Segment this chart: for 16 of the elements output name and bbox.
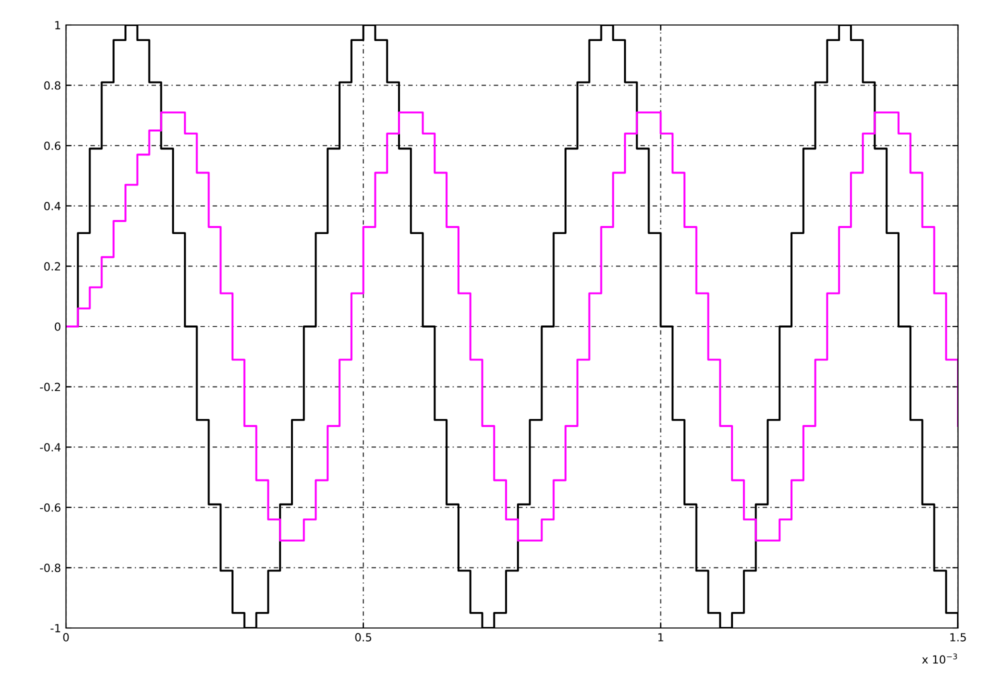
x-tick-label: 1: [658, 633, 664, 642]
text: x 10$^{−3}$: [922, 653, 957, 664]
x-tick-label: 0: [63, 633, 69, 642]
y-tick-label: 0.6: [44, 142, 60, 150]
y-tick-label: 0: [54, 322, 60, 331]
y-tick-label: -1: [50, 624, 60, 632]
y-tick-label: 0.2: [44, 262, 60, 271]
y-tick-label: -0.6: [40, 503, 60, 512]
y-tick-label: 0.4: [44, 202, 61, 210]
y-tick-label: 0.8: [44, 81, 60, 90]
y-tick-label: 1: [55, 21, 60, 30]
y-tick-label: -0.2: [40, 382, 60, 392]
y-tick-label: -0.8: [40, 564, 60, 572]
x-tick-label: 0.5: [355, 633, 372, 642]
x-tick-label: 1.5: [950, 633, 966, 642]
y-tick-label: -0.4: [40, 443, 61, 452]
